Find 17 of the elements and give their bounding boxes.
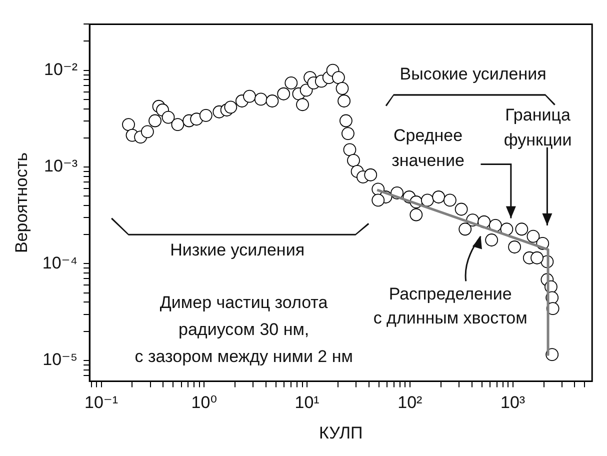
x-axis-title: КУЛП [318,423,363,442]
annotation: Распределение с длинным хвостом [373,284,528,328]
annotation: Низкие усиления [170,240,305,260]
x-tick-label: 10³ [500,393,526,412]
y-axis-title: Вероятность [12,152,31,254]
y-tick-label: 10⁻³ [44,156,78,176]
x-tick-label: 10² [398,393,423,412]
x-tick-label: 10⁻¹ [84,393,118,412]
y-tick-label: 10⁻⁵ [42,350,78,370]
x-tick-label: 10⁰ [191,393,218,412]
annotation: Димер частиц золота радиусом 30 нм, с зазором между ними 2 нм [134,292,353,366]
annotation: Граница функции [504,106,572,150]
annotation: Высокие усиления [400,64,546,84]
y-tick-label: 10⁻⁴ [42,253,78,272]
annotation: Среднее значение [392,126,464,170]
y-tick-label: 10⁻² [44,60,78,80]
x-tick-label: 10¹ [294,393,320,412]
